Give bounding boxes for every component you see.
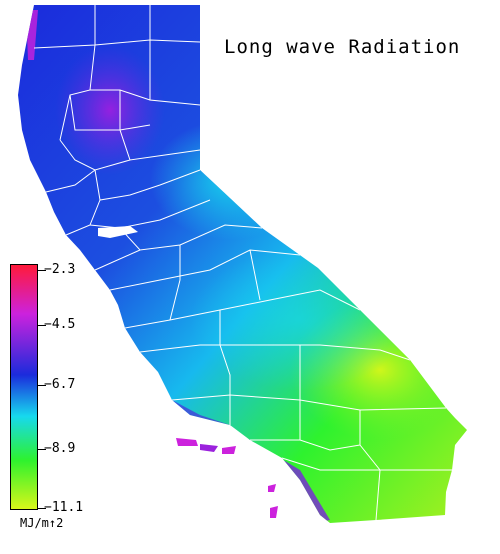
county-boundaries: [33, 5, 452, 521]
legend-label: −8.9: [44, 441, 76, 456]
legend-tick: [37, 270, 46, 271]
bay-water: [98, 226, 138, 238]
legend-label: −4.5: [44, 317, 76, 332]
legend-tick: [37, 385, 46, 386]
legend-colorbar: [10, 264, 38, 510]
legend-unit: MJ/m↑2: [20, 516, 64, 530]
map-title: Long wave Radiation: [224, 36, 461, 58]
northern-high-zone: [55, 45, 165, 175]
legend-label: −6.7: [44, 377, 76, 392]
legend-label: −2.3: [44, 262, 76, 277]
legend-tick: [37, 325, 46, 326]
channel-islands: [176, 438, 278, 518]
legend-tick: [37, 508, 46, 509]
legend-tick: [37, 449, 46, 450]
legend-label: −11.1: [44, 500, 84, 515]
